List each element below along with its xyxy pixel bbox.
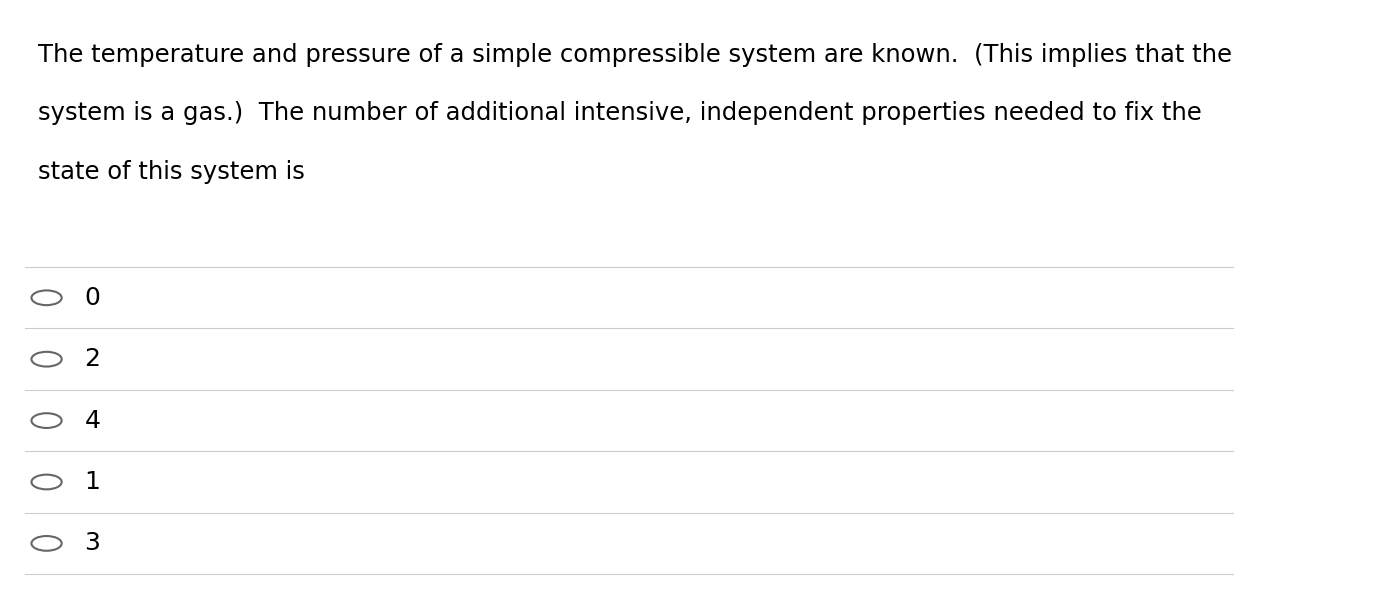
Text: 3: 3 <box>84 531 101 556</box>
Text: 0: 0 <box>84 286 101 310</box>
Text: 4: 4 <box>84 408 101 433</box>
Text: 1: 1 <box>84 470 101 494</box>
Text: system is a gas.)  The number of additional intensive, independent properties ne: system is a gas.) The number of addition… <box>38 101 1201 125</box>
Text: The temperature and pressure of a simple compressible system are known.  (This i: The temperature and pressure of a simple… <box>38 43 1232 67</box>
Text: 2: 2 <box>84 347 101 371</box>
Text: state of this system is: state of this system is <box>38 160 305 184</box>
